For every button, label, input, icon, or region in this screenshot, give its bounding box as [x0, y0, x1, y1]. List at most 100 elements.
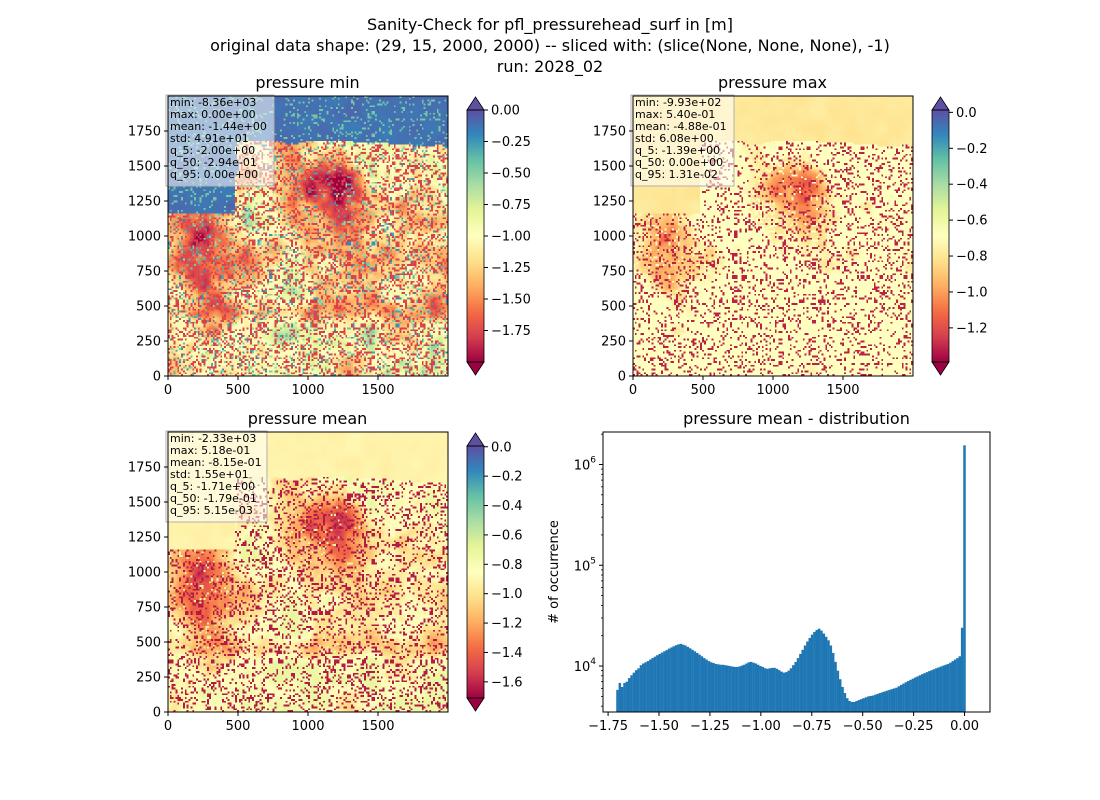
histogram-bar: [695, 652, 699, 712]
histogram-bar: [817, 628, 821, 712]
histogram-bar: [642, 663, 645, 712]
histogram-bar: [660, 652, 664, 712]
histogram-bar: [935, 668, 938, 712]
histogram-bar: [963, 445, 966, 712]
colorbar-tick-label: −1.4: [491, 646, 523, 661]
colorbar: 0.0 −0.2 −0.4 −0.6 −0.8 −1.0 −1.2: [931, 96, 988, 376]
pressure-mean-panel: pressure mean min: -2.33e+03 max: 5.18e-…: [128, 409, 523, 734]
panel-title: pressure mean - distribution: [683, 409, 910, 428]
y-tick-base: 10: [574, 660, 591, 675]
histogram-bar: [857, 700, 861, 712]
histogram-bar: [658, 653, 661, 712]
stats-box-background: [630, 94, 735, 187]
histogram-bar: [916, 676, 919, 712]
histogram-bar: [712, 663, 715, 712]
histogram-bar: [674, 645, 678, 712]
histogram-bar: [820, 630, 823, 712]
colorbar-tick-label: −1.75: [491, 324, 531, 339]
x-tick-label: −0.25: [894, 719, 934, 734]
histogram-bar: [644, 662, 647, 712]
histogram-bar: [951, 661, 955, 712]
y-tick-label: 1000: [593, 230, 626, 245]
histogram-bar: [808, 637, 811, 712]
histogram-bar: [801, 649, 804, 712]
histogram-bar: [960, 627, 964, 712]
histogram-bar: [719, 664, 722, 712]
x-tick-label: 1000: [291, 719, 324, 734]
histogram-bar: [721, 664, 725, 712]
histogram-bar: [637, 668, 640, 712]
histogram-bar: [874, 694, 877, 712]
histogram-bar: [691, 649, 694, 712]
histogram-bar: [761, 666, 765, 712]
histogram-bar: [738, 666, 741, 712]
histogram-bar: [895, 687, 898, 712]
histogram-bar: [731, 666, 734, 712]
histogram-bar: [810, 634, 814, 712]
colorbar-tick-label: 0.00: [491, 104, 520, 119]
x-tick-label: 0: [629, 383, 637, 398]
histogram-bar: [928, 671, 931, 712]
colorbar-tick-label: −0.25: [491, 135, 531, 150]
stat-line: mean: -1.44e+00: [170, 120, 267, 133]
histogram-bar: [930, 670, 933, 712]
y-tick-label: 1250: [128, 195, 161, 210]
y-tick-label: 750: [601, 265, 626, 280]
histogram-bar: [937, 667, 940, 712]
histogram-bar: [862, 698, 865, 712]
figure-title-line-1: Sanity-Check for pfl_pressurehead_surf i…: [367, 15, 733, 35]
stat-line: max: 0.00e+00: [170, 108, 256, 121]
histogram-bar: [843, 693, 847, 712]
histogram-bar: [909, 679, 912, 712]
histogram-bar: [670, 647, 673, 712]
colorbar-gradient: [467, 110, 484, 362]
histogram-bar: [949, 662, 952, 712]
y-tick-label: 1750: [128, 461, 161, 476]
axes: −1.75 −1.50 −1.25 −1.00 −0.75 −0.50 −0.25 0.00 1…: [574, 431, 991, 734]
y-tick-label: 1750: [593, 125, 626, 140]
histogram-bar: [885, 690, 889, 712]
stat-line: q_95: 5.15e-03: [170, 504, 253, 517]
figure-title-line-3: run: 2028_02: [497, 57, 603, 77]
x-tick-label: −0.75: [792, 719, 832, 734]
histogram-bars: [616, 445, 966, 712]
histogram-bar: [632, 672, 636, 712]
colorbar-frame: [466, 445, 485, 699]
histogram-bar: [918, 675, 922, 712]
stat-line: max: 5.18e-01: [170, 444, 250, 457]
histogram-bar: [749, 661, 753, 712]
histogram-bar: [681, 644, 685, 712]
stat-line: std: 6.08e+00: [635, 132, 714, 145]
histogram-bar: [745, 663, 748, 712]
histogram-bar: [860, 699, 863, 712]
histogram-bar: [813, 631, 816, 712]
x-tick-label: 500: [226, 719, 251, 734]
y-tick-label: 104: [574, 657, 597, 675]
axes: 0 500 1000 1500 0 250 500 750 1000 1250 1500 1750: [128, 431, 449, 734]
colorbar-tick-label: −1.50: [491, 293, 531, 308]
histogram-bar: [878, 693, 882, 712]
histogram-bar: [733, 666, 736, 712]
y-tick-base: 10: [574, 458, 591, 473]
histogram-bar: [656, 655, 659, 712]
histogram-bar: [782, 672, 786, 712]
histogram-bar: [956, 658, 959, 712]
y-tick-label: 500: [601, 300, 626, 315]
colorbar-tick-label: −0.4: [956, 178, 988, 193]
histogram-bar: [911, 678, 915, 712]
stats-box-background: [165, 430, 268, 523]
histogram-bar: [700, 656, 704, 712]
histogram-bar: [923, 673, 926, 712]
x-tick-label: −1.75: [588, 719, 628, 734]
histogram-bar: [663, 651, 666, 712]
histogram-bar: [824, 636, 828, 712]
colorbar-tick-label: −0.75: [491, 198, 531, 213]
stat-line: min: -8.36e+03: [170, 96, 256, 109]
histogram-bar: [665, 650, 668, 712]
colorbar-tick-label: −0.2: [956, 142, 988, 157]
y-tick-label: 1750: [128, 125, 161, 140]
y-tick-label: 750: [136, 601, 161, 616]
histogram-bar: [672, 646, 676, 712]
histogram-bar: [827, 640, 830, 712]
